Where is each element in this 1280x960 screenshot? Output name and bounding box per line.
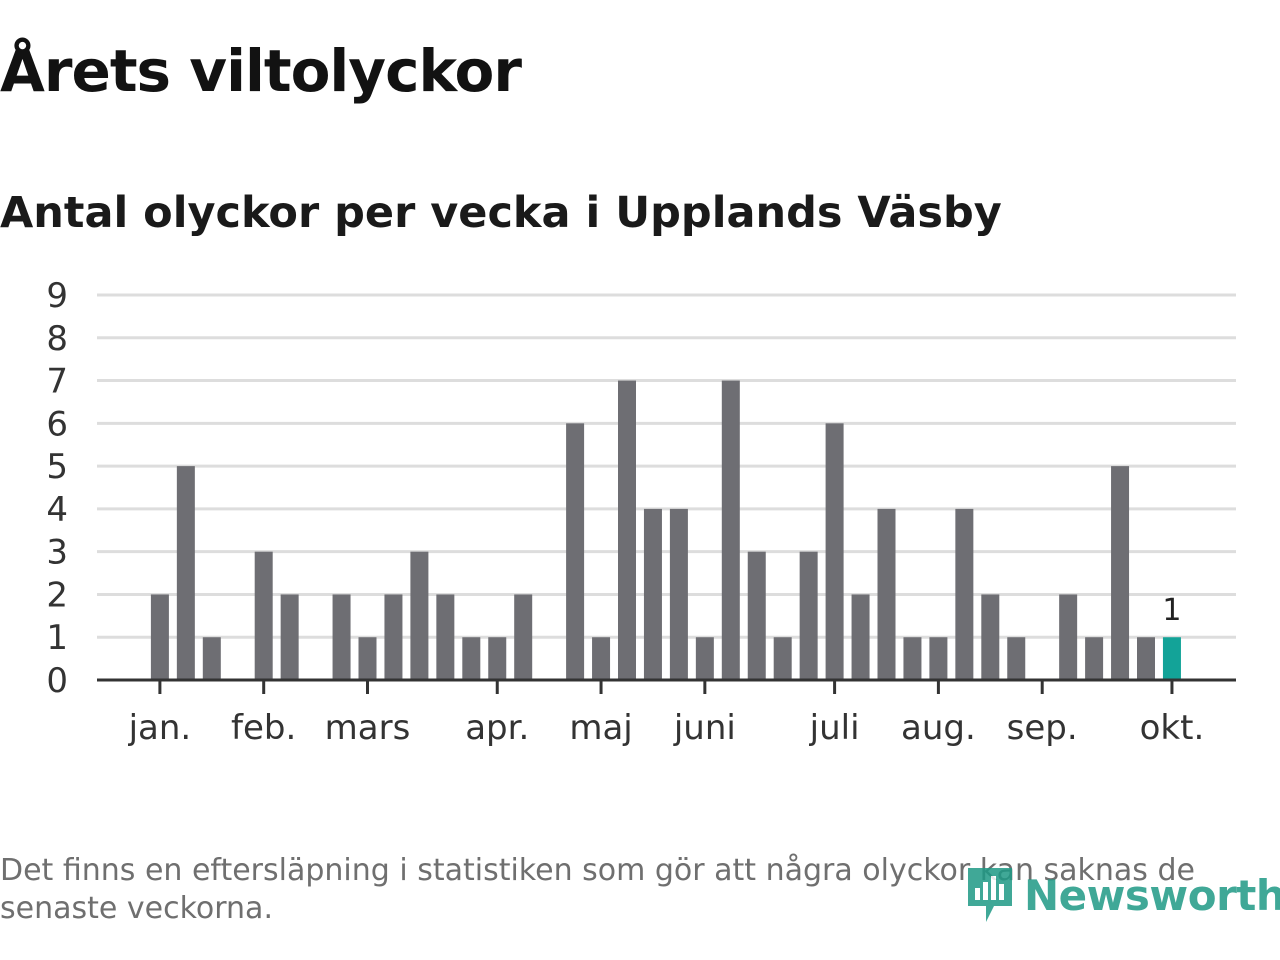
bar xyxy=(1111,466,1130,680)
y-tick-label: 2 xyxy=(46,575,68,615)
x-tick-label: apr. xyxy=(465,708,529,748)
bar xyxy=(929,637,948,680)
y-tick-label: 3 xyxy=(46,533,68,573)
y-tick-label: 6 xyxy=(46,404,68,444)
bar xyxy=(514,594,533,680)
bar xyxy=(384,594,403,680)
chart-subtitle: Antal olyckor per vecka i Upplands Väsby xyxy=(0,188,1002,238)
bar xyxy=(877,508,896,680)
x-tick-label: okt. xyxy=(1140,708,1205,748)
bar xyxy=(358,637,377,680)
bar xyxy=(280,594,299,680)
y-tick-label: 5 xyxy=(46,447,68,487)
x-tick-label: jan. xyxy=(128,708,192,748)
bar xyxy=(436,594,455,680)
bar xyxy=(643,508,662,680)
bar xyxy=(1007,637,1026,680)
bars xyxy=(150,380,1181,680)
bar xyxy=(462,637,481,680)
bar xyxy=(1085,637,1104,680)
bar xyxy=(488,637,507,680)
y-tick-label: 0 xyxy=(46,661,68,701)
y-tick-label: 9 xyxy=(46,276,68,316)
newsworthy-logo-text: Newsworthy xyxy=(1024,870,1280,920)
bar-highlight xyxy=(1162,637,1181,680)
chart-title: Årets viltolyckor xyxy=(0,37,522,105)
x-tick-label: aug. xyxy=(901,708,976,748)
bar xyxy=(202,637,221,680)
bar xyxy=(669,508,688,680)
grid-lines xyxy=(97,293,1236,639)
bar xyxy=(799,551,818,680)
x-tick-label: mars xyxy=(325,708,411,748)
highlight-data-label: 1 xyxy=(1162,593,1181,628)
bar xyxy=(825,423,844,680)
bar xyxy=(773,637,792,680)
bar xyxy=(695,637,714,680)
x-axis-ticks: jan. feb. mars apr. maj juni juli aug. sep. okt. xyxy=(128,680,1205,748)
bar xyxy=(1137,637,1155,680)
x-tick-label: maj xyxy=(569,708,632,748)
newsworthy-logo-icon xyxy=(968,868,1012,922)
x-tick-label: juli xyxy=(809,708,860,748)
bar xyxy=(332,594,351,680)
bar xyxy=(903,637,922,680)
x-tick-label: feb. xyxy=(231,708,296,748)
y-tick-label: 8 xyxy=(46,319,68,359)
bar xyxy=(851,594,870,680)
newsworthy-logo: Newsworthy xyxy=(964,860,1280,930)
bar xyxy=(410,551,429,680)
y-tick-label: 7 xyxy=(46,362,68,402)
data-labels: 1 xyxy=(1162,593,1181,628)
x-tick-label: juni xyxy=(673,708,736,748)
bar xyxy=(176,466,195,680)
bar xyxy=(254,551,273,680)
y-tick-label: 4 xyxy=(46,490,68,530)
bar xyxy=(618,380,636,680)
bar xyxy=(721,380,740,680)
bar xyxy=(1059,594,1078,680)
bar xyxy=(747,551,766,680)
bar xyxy=(150,594,169,680)
bar xyxy=(981,594,1000,680)
bar xyxy=(592,637,611,680)
bar xyxy=(566,423,585,680)
x-tick-label: sep. xyxy=(1007,708,1078,748)
y-tick-label: 1 xyxy=(46,618,68,658)
bar xyxy=(955,508,974,680)
